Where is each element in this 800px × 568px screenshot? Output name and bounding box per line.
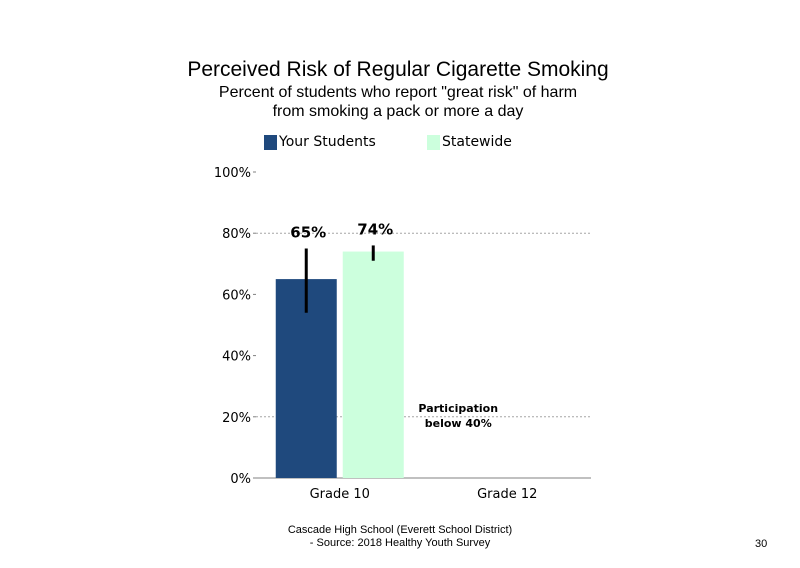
subtitle-line-1: Percent of students who report "great ri… (218, 84, 578, 101)
footer-source: Cascade High School (Everett School Dist… (200, 524, 600, 550)
legend-swatch-your-students (264, 134, 277, 150)
legend-label-statewide: Statewide (442, 134, 512, 150)
legend-swatch-statewide (427, 134, 440, 150)
footer-line-2: - Source: 2018 Healthy Youth Survey (309, 537, 491, 549)
legend-label-your-students: Your Students (279, 134, 376, 150)
data-label: 65% (290, 224, 326, 242)
y-tick-label: 20% (222, 411, 251, 426)
page-number: 30 (755, 538, 768, 550)
footer-line-1: Cascade High School (Everett School Dist… (287, 524, 513, 536)
y-tick-label: 60% (222, 288, 251, 303)
y-tick-label: 40% (222, 350, 251, 365)
x-category-label: Grade 12 (477, 487, 537, 502)
y-tick-label: 100% (214, 166, 251, 181)
annotation-line-2: below 40% (425, 417, 492, 430)
subtitle-line-2: from smoking a pack or more a day (272, 103, 524, 120)
legend-item-statewide: Statewide (427, 133, 512, 151)
legend-item-your-students: Your Students (264, 133, 376, 151)
annotation-line-1: Participation (418, 402, 498, 415)
y-tick-label: 0% (230, 472, 251, 487)
data-label: 74% (357, 220, 393, 238)
bar (342, 251, 404, 478)
chart-title: Perceived Risk of Regular Cigarette Smok… (187, 58, 609, 81)
chart-subtitle: Percent of students who report "great ri… (0, 83, 796, 121)
x-category-label: Grade 10 (310, 487, 370, 502)
y-tick-label: 80% (222, 227, 251, 242)
